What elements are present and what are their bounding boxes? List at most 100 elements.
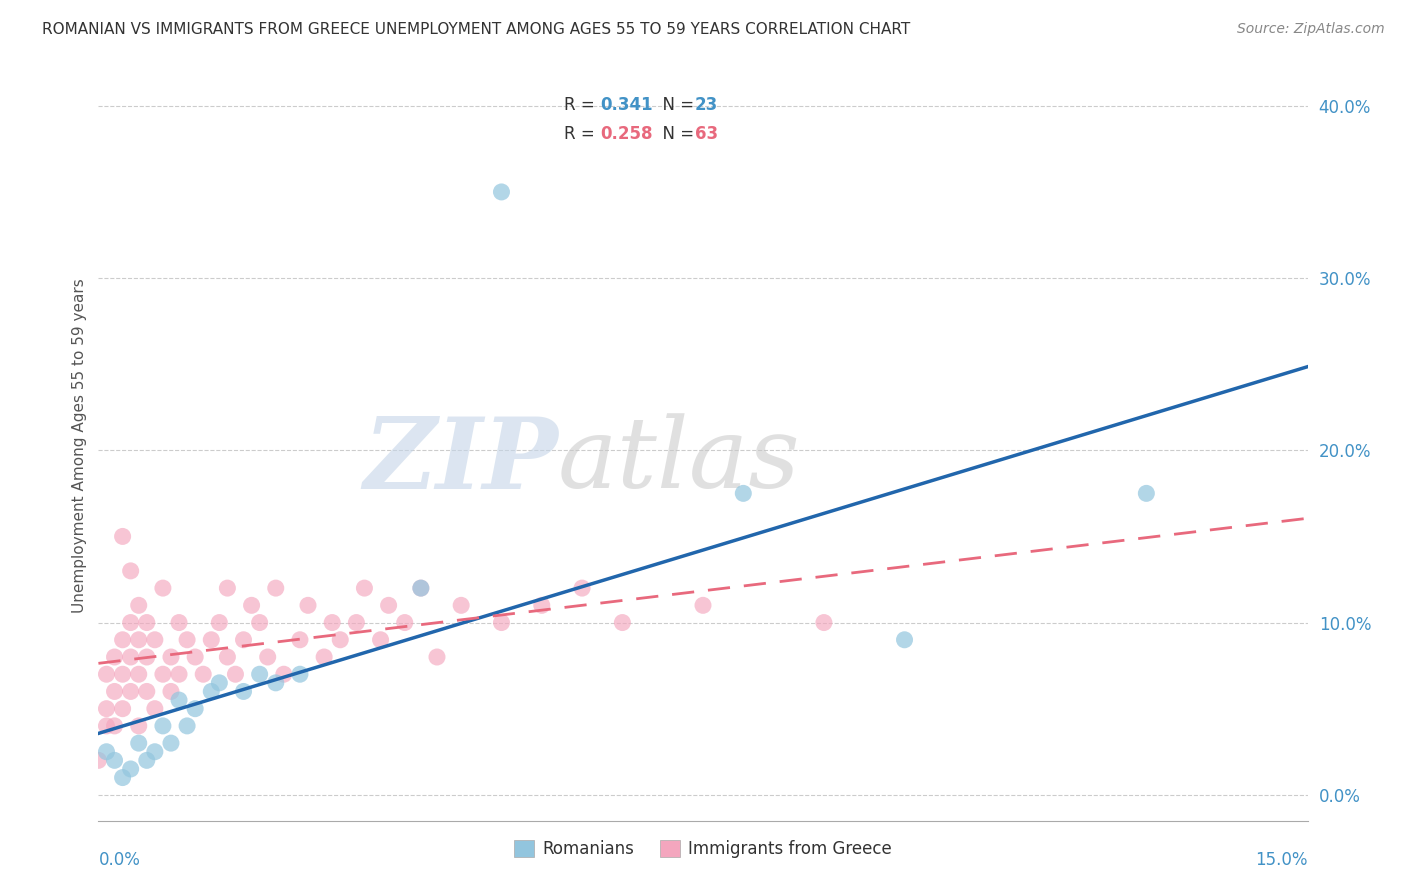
Point [128, 632, 150, 647]
Point [111, 701, 134, 715]
Point [103, 753, 125, 767]
Point [1135, 486, 1157, 500]
Point [111, 771, 134, 785]
Point [143, 701, 166, 715]
Point [530, 599, 553, 613]
Point [103, 684, 125, 698]
Point [217, 581, 239, 595]
Point [297, 599, 319, 613]
Point [184, 650, 207, 665]
Point [128, 599, 150, 613]
Text: N =: N = [652, 96, 700, 114]
Point [612, 615, 634, 630]
Point [152, 719, 174, 733]
Point [288, 632, 311, 647]
Text: R =: R = [564, 96, 600, 114]
Point [152, 581, 174, 595]
Point [96, 701, 118, 715]
Point [167, 615, 190, 630]
Point [152, 667, 174, 681]
Text: atlas: atlas [558, 413, 800, 508]
Point [176, 719, 198, 733]
Y-axis label: Unemployment Among Ages 55 to 59 years: Unemployment Among Ages 55 to 59 years [72, 278, 87, 614]
Point [167, 667, 190, 681]
Text: Source: ZipAtlas.com: Source: ZipAtlas.com [1237, 22, 1385, 37]
Text: ZIP: ZIP [363, 413, 558, 509]
Point [135, 615, 157, 630]
Point [120, 762, 142, 776]
Point [224, 667, 246, 681]
Point [232, 632, 254, 647]
Point [491, 615, 513, 630]
Point [249, 615, 271, 630]
Point [571, 581, 593, 595]
Point [264, 676, 287, 690]
Point [450, 599, 472, 613]
Point [111, 632, 134, 647]
Point [893, 632, 915, 647]
Point [692, 599, 714, 613]
Legend: Romanians, Immigrants from Greece: Romanians, Immigrants from Greece [508, 833, 898, 864]
Point [370, 632, 392, 647]
Point [288, 667, 311, 681]
Point [193, 667, 215, 681]
Point [135, 684, 157, 698]
Point [329, 632, 352, 647]
Point [87, 753, 110, 767]
Point [143, 745, 166, 759]
Point [160, 650, 183, 665]
Text: 63: 63 [695, 125, 717, 144]
Point [160, 684, 183, 698]
Point [426, 650, 449, 665]
Point [96, 667, 118, 681]
Point [143, 632, 166, 647]
Point [491, 185, 513, 199]
Point [128, 719, 150, 733]
Point [353, 581, 375, 595]
Point [813, 615, 835, 630]
Point [96, 719, 118, 733]
Point [176, 632, 198, 647]
Point [111, 667, 134, 681]
Text: N =: N = [652, 125, 700, 144]
Text: R =: R = [564, 125, 600, 144]
Point [377, 599, 399, 613]
Point [409, 581, 432, 595]
Point [96, 745, 118, 759]
Point [167, 693, 190, 707]
Point [120, 684, 142, 698]
Point [208, 676, 231, 690]
Text: ROMANIAN VS IMMIGRANTS FROM GREECE UNEMPLOYMENT AMONG AGES 55 TO 59 YEARS CORREL: ROMANIAN VS IMMIGRANTS FROM GREECE UNEMP… [42, 22, 911, 37]
Point [200, 684, 222, 698]
Point [120, 564, 142, 578]
Point [135, 753, 157, 767]
Point [135, 650, 157, 665]
Text: 15.0%: 15.0% [1256, 851, 1308, 869]
Point [321, 615, 343, 630]
Point [120, 615, 142, 630]
Point [409, 581, 432, 595]
Point [128, 667, 150, 681]
Point [184, 701, 207, 715]
Point [200, 632, 222, 647]
Point [120, 650, 142, 665]
Point [314, 650, 336, 665]
Point [273, 667, 295, 681]
Point [103, 719, 125, 733]
Point [160, 736, 183, 750]
Point [128, 736, 150, 750]
Text: 0.258: 0.258 [600, 125, 652, 144]
Point [249, 667, 271, 681]
Point [256, 650, 278, 665]
Point [217, 650, 239, 665]
Point [232, 684, 254, 698]
Text: 0.341: 0.341 [600, 96, 652, 114]
Text: 0.0%: 0.0% [98, 851, 141, 869]
Point [394, 615, 416, 630]
Point [111, 529, 134, 543]
Point [264, 581, 287, 595]
Point [344, 615, 367, 630]
Point [240, 599, 263, 613]
Point [208, 615, 231, 630]
Point [103, 650, 125, 665]
